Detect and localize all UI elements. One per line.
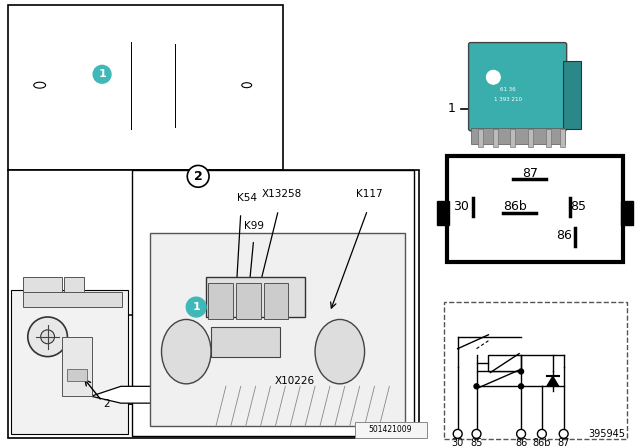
Circle shape: [538, 429, 547, 438]
Bar: [236, 283, 260, 319]
Bar: [621, 201, 633, 225]
Bar: [493, 129, 499, 146]
Bar: [355, 422, 427, 438]
Bar: [528, 129, 533, 146]
Bar: [560, 129, 564, 146]
Bar: [546, 129, 551, 146]
Text: 87: 87: [522, 167, 538, 180]
Ellipse shape: [34, 82, 45, 88]
Bar: [479, 129, 483, 146]
Text: 1: 1: [192, 302, 200, 312]
Text: 501421009: 501421009: [369, 426, 412, 435]
Circle shape: [518, 369, 524, 374]
Circle shape: [188, 165, 209, 187]
Bar: [444, 302, 627, 439]
Ellipse shape: [242, 83, 252, 88]
Text: 395945: 395945: [588, 429, 625, 439]
Bar: [477, 371, 521, 386]
Bar: [437, 201, 449, 225]
Text: X13258: X13258: [261, 189, 301, 199]
Bar: [264, 283, 288, 319]
Text: K54: K54: [237, 193, 257, 203]
Text: 87: 87: [557, 438, 570, 448]
Circle shape: [516, 429, 525, 438]
Circle shape: [93, 65, 111, 83]
Bar: [488, 355, 521, 371]
Text: 1: 1: [448, 103, 456, 116]
Text: 30: 30: [452, 438, 464, 448]
Bar: [208, 283, 233, 319]
Polygon shape: [91, 386, 163, 403]
Polygon shape: [547, 376, 559, 386]
Circle shape: [472, 429, 481, 438]
Bar: [23, 277, 63, 292]
Text: K99: K99: [244, 221, 264, 231]
Text: 30: 30: [452, 199, 468, 212]
Circle shape: [28, 317, 67, 357]
Bar: [510, 129, 515, 146]
Bar: [470, 128, 564, 144]
Text: 85: 85: [470, 438, 483, 448]
Bar: [63, 337, 92, 396]
Bar: [8, 170, 419, 438]
Text: 85: 85: [570, 199, 586, 212]
Polygon shape: [42, 315, 244, 404]
Text: 86b: 86b: [532, 438, 551, 448]
Circle shape: [41, 330, 54, 344]
Circle shape: [474, 384, 479, 389]
Bar: [11, 290, 128, 434]
Text: 2: 2: [194, 170, 202, 183]
Ellipse shape: [315, 319, 365, 384]
Bar: [67, 370, 87, 381]
Text: 1: 1: [98, 69, 106, 79]
Text: 2: 2: [104, 399, 110, 409]
Circle shape: [186, 297, 206, 317]
Bar: [447, 155, 623, 263]
Bar: [150, 233, 405, 426]
Text: X10226: X10226: [275, 376, 316, 386]
Ellipse shape: [161, 319, 211, 384]
Polygon shape: [170, 321, 210, 396]
Circle shape: [559, 429, 568, 438]
Circle shape: [518, 384, 524, 389]
Text: 1 393 210: 1 393 210: [494, 97, 522, 102]
Text: 86: 86: [556, 229, 572, 242]
Bar: [23, 292, 122, 307]
Bar: [563, 61, 580, 129]
Text: 86b: 86b: [503, 199, 527, 212]
Bar: [8, 5, 284, 170]
Text: 61 36: 61 36: [500, 86, 516, 92]
Circle shape: [453, 429, 462, 438]
Circle shape: [486, 70, 500, 84]
Bar: [65, 277, 84, 292]
Bar: [132, 170, 414, 436]
Text: K117: K117: [356, 189, 383, 199]
Bar: [206, 277, 305, 317]
FancyBboxPatch shape: [468, 43, 566, 131]
Text: 86: 86: [515, 438, 527, 448]
Bar: [211, 327, 280, 357]
